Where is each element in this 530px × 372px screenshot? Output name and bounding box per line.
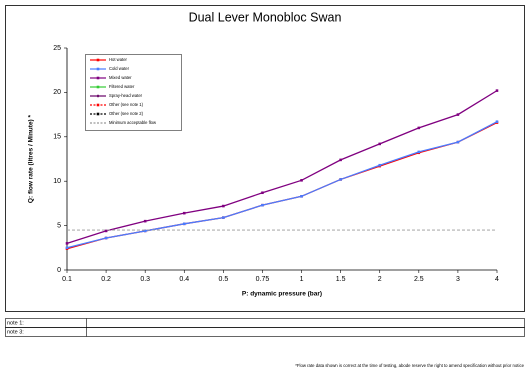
y-tick-label: 5	[57, 222, 61, 229]
marker	[104, 236, 108, 240]
marker	[300, 179, 303, 182]
x-tick-label: 1	[300, 276, 304, 283]
y-axis-label: Q: flow rate (litres / Minute) *	[28, 114, 35, 203]
x-tick-label: 0.75	[256, 276, 270, 283]
footnote: *Flow rate data shown is correct at the …	[295, 363, 524, 368]
marker	[261, 191, 264, 195]
marker	[261, 203, 264, 207]
legend-label: Mixed water	[109, 75, 132, 80]
marker	[378, 163, 382, 167]
x-tick-label: 1.5	[336, 276, 346, 283]
legend-box	[85, 54, 182, 131]
x-axis-label: P: dynamic pressure (bar)	[242, 291, 322, 298]
legend-label: Minimum acceptable flow	[109, 120, 157, 125]
y-tick-label: 20	[53, 89, 61, 96]
marker	[456, 113, 460, 116]
legend-marker	[96, 94, 100, 98]
marker	[495, 120, 499, 123]
legend-label: Cold water	[109, 66, 130, 71]
x-tick-label: 2	[378, 276, 382, 283]
marker	[495, 89, 499, 92]
marker	[300, 195, 303, 198]
y-tick-label: 0	[57, 267, 61, 274]
x-tick-label: 3	[456, 276, 460, 283]
marker	[222, 204, 225, 208]
marker	[339, 158, 342, 162]
legend-label: Other (see note 1)	[109, 102, 144, 107]
marker	[417, 126, 421, 130]
marker	[104, 229, 108, 233]
marker	[417, 150, 421, 154]
y-tick-label: 10	[53, 178, 61, 185]
marker	[65, 246, 69, 250]
chart-frame	[5, 5, 525, 312]
marker	[182, 222, 186, 226]
legend-marker	[96, 58, 100, 62]
y-tick-label: 25	[53, 45, 61, 52]
legend-marker	[96, 85, 100, 89]
x-tick-label: 0.3	[140, 276, 150, 283]
x-tick-label: 0.5	[218, 276, 228, 283]
marker	[143, 229, 147, 233]
note-label: note 1:	[7, 320, 24, 326]
legend-label: Hot water	[109, 57, 128, 62]
marker	[378, 142, 382, 146]
marker	[143, 219, 147, 223]
note-row	[5, 327, 525, 337]
legend-label: Spray-head water	[109, 93, 143, 98]
legend-label: Other (see note 2)	[109, 111, 144, 116]
note-row	[5, 318, 525, 328]
marker	[182, 211, 186, 215]
marker	[456, 140, 460, 144]
legend-marker	[96, 76, 100, 80]
x-tick-label: 4	[495, 276, 499, 283]
x-tick-label: 0.1	[62, 276, 72, 283]
series-line	[66, 90, 498, 244]
legend-marker	[96, 67, 100, 71]
chart-title: Dual Lever Monobloc Swan	[189, 10, 342, 24]
marker	[339, 178, 342, 181]
x-tick-label: 0.4	[179, 276, 189, 283]
marker	[65, 242, 69, 245]
y-tick-label: 15	[53, 134, 61, 141]
x-tick-label: 0.2	[101, 276, 111, 283]
series-line	[66, 121, 498, 249]
marker	[222, 216, 225, 219]
legend-label: Filtered water	[109, 84, 135, 89]
note-label: note 3:	[7, 329, 24, 335]
x-tick-label: 2.5	[414, 276, 424, 283]
legend-marker	[96, 112, 100, 116]
legend-marker	[96, 103, 100, 107]
